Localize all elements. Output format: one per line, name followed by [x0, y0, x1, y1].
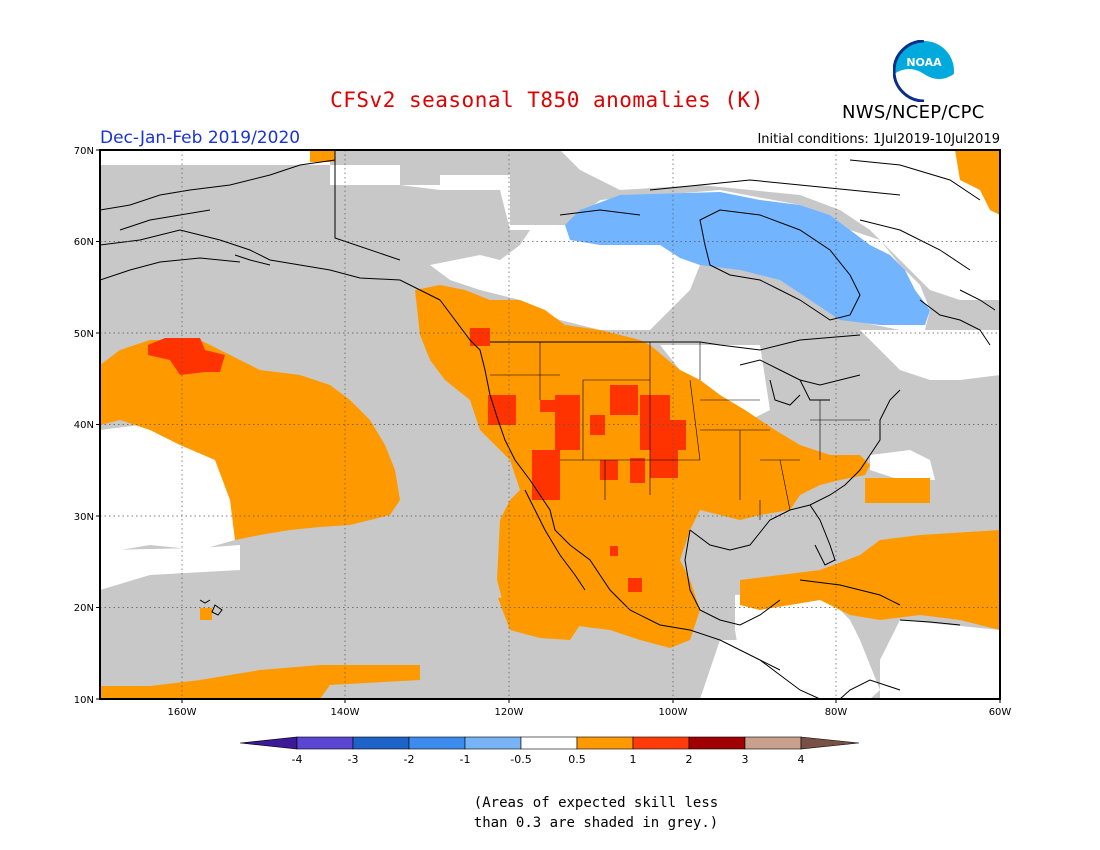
lon-tick: 80W — [825, 707, 848, 718]
noaa-logo-text: NOAA — [906, 56, 942, 69]
anomaly-map: 70N 60N 50N 40N 30N 20N 10N 160W 140W 12… — [74, 146, 1012, 766]
lat-tick: 20N — [74, 603, 94, 614]
forecast-period: Dec-Jan-Feb 2019/2020 — [100, 128, 301, 148]
lat-tick: 40N — [74, 420, 94, 431]
lat-tick: 70N — [74, 146, 94, 157]
colorbar-swatch — [464, 736, 522, 750]
coastline-layer — [100, 150, 996, 699]
strong-warm-anomaly-regions — [148, 328, 686, 592]
colorbar-label: -1 — [460, 753, 471, 766]
lat-tick: 10N — [74, 695, 94, 706]
colorbar-label: 3 — [742, 753, 749, 766]
longitude-labels: 160W 140W 120W 100W 80W 60W — [168, 707, 1012, 718]
lat-tick: 60N — [74, 237, 94, 248]
footnote-line-1: (Areas of expected skill less — [473, 795, 719, 811]
skill-footnote: (Areas of expected skill less than 0.3 a… — [0, 793, 1100, 833]
colorbar-label: 0.5 — [568, 753, 586, 766]
colorbar-swatch — [352, 736, 410, 750]
noaa-logo: NOAA — [893, 40, 955, 102]
footnote-line-2: than 0.3 are shaded in grey.) — [473, 815, 719, 831]
latitude-labels: 70N 60N 50N 40N 30N 20N 10N — [74, 146, 94, 706]
colorbar-swatch — [632, 736, 690, 750]
colorbar-swatch — [744, 736, 802, 750]
map-title: CFSv2 seasonal T850 anomalies (K) — [330, 88, 764, 112]
colorbar-swatch — [408, 736, 466, 750]
lat-tick: 50N — [74, 329, 94, 340]
lon-tick: 100W — [659, 707, 688, 718]
organization-label: NWS/NCEP/CPC — [842, 102, 985, 123]
colorbar-label: -4 — [292, 753, 303, 766]
lat-tick: 30N — [74, 512, 94, 523]
state-borders — [490, 342, 870, 520]
colorbar-swatch — [296, 736, 354, 750]
colorbar-arrow-low — [239, 736, 298, 750]
cool-anomaly-hudson — [565, 192, 930, 325]
colorbar-arrow-high — [800, 736, 860, 750]
colorbar-label: -0.5 — [510, 753, 531, 766]
lon-tick: 140W — [331, 707, 360, 718]
tick-marks — [96, 149, 1001, 703]
colorbar-swatch — [576, 736, 634, 750]
lon-tick: 120W — [495, 707, 524, 718]
colorbar-label: 2 — [686, 753, 693, 766]
colorbar: -4 -3 -2 -1 -0.5 0.5 1 2 3 4 — [239, 736, 860, 766]
gridlines — [100, 150, 1000, 699]
colorbar-label: -3 — [348, 753, 359, 766]
lon-tick: 60W — [989, 707, 1012, 718]
colorbar-label: -2 — [404, 753, 415, 766]
colorbar-label: 4 — [798, 753, 805, 766]
colorbar-swatch — [520, 736, 578, 750]
colorbar-swatch — [688, 736, 746, 750]
lon-tick: 160W — [168, 707, 197, 718]
colorbar-label: 1 — [630, 753, 637, 766]
initial-conditions: Initial conditions: 1Jul2019-10Jul2019 — [757, 132, 1000, 147]
